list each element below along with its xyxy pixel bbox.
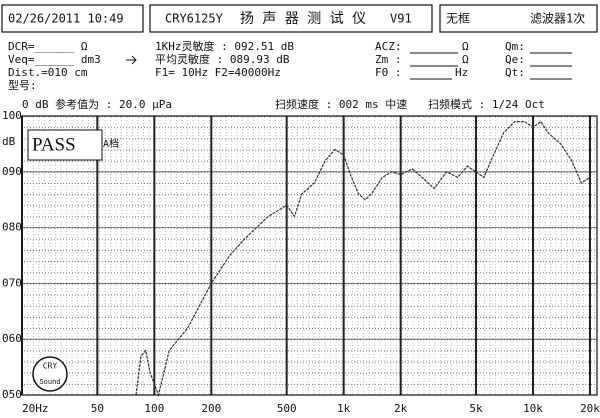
x-tick-label: 100	[144, 402, 164, 415]
dist: Dist.=010 cm	[8, 66, 88, 79]
x-tick-label: 20Hz	[22, 402, 49, 415]
model-no: 型号:	[8, 78, 37, 92]
f0: F0 :	[375, 66, 402, 79]
filter-box	[439, 4, 598, 33]
y-tick-label: 060	[2, 332, 22, 345]
qm: Qm:	[505, 40, 525, 53]
frame-mode: 无框	[446, 12, 470, 26]
x-tick-label: 500	[277, 402, 297, 415]
qt: Qt:	[505, 66, 525, 79]
result-grade: A档	[103, 137, 119, 150]
f0-unit: Hz	[455, 66, 468, 79]
logo-bottom: Sound	[39, 378, 60, 386]
y-label: dB	[2, 135, 16, 148]
sweep-speed: 扫频速度 : 002 ms 中速	[275, 97, 407, 111]
datetime-box	[1, 4, 144, 33]
acz: ACZ:	[375, 40, 402, 53]
model: CRY6125Y	[165, 12, 224, 26]
y-tick-label: 070	[2, 276, 22, 289]
filter: 滤波器1次	[530, 12, 585, 26]
y-tick-label: 080	[2, 221, 22, 234]
sens-1k: 1KHz灵敏度 : 092.51 dB	[155, 39, 294, 53]
sweep-reference: 0 dB 参考值为 : 20.0 μPa	[22, 97, 172, 111]
x-tick-label: 200	[201, 402, 221, 415]
x-tick-label: 2k	[394, 402, 408, 415]
sens-avg: 平均灵敏度 : 089.93 dB	[155, 52, 290, 66]
x-tick-label: 10k	[523, 402, 543, 415]
title-box	[149, 4, 433, 33]
veq: Veq=______ dm3	[8, 53, 101, 66]
x-tick-label: 20k	[580, 402, 600, 415]
freq-range: F1= 10Hz F2=40000Hz	[155, 66, 281, 79]
x-tick-label: 50	[91, 402, 104, 415]
zm: Zm :	[375, 53, 402, 66]
title: 扬 声 器 测 试 仪	[240, 11, 366, 27]
result-box	[27, 129, 103, 161]
logo	[32, 356, 68, 392]
logo-top: CRY	[43, 362, 58, 371]
y-tick-label: 090	[2, 165, 22, 178]
version: V91	[390, 12, 412, 26]
y-tick-label: 050	[2, 388, 22, 401]
acz-unit: Ω	[462, 40, 469, 53]
x-tick-label: 5k	[469, 402, 483, 415]
zm-unit: Ω	[462, 53, 469, 66]
sweep-mode: 扫频模式 : 1/24 Oct	[428, 97, 545, 111]
arrow	[126, 55, 137, 65]
y-tick-label: 100	[2, 109, 22, 122]
plot-frame	[21, 115, 598, 396]
minor-grid-v	[22, 116, 597, 395]
response-curve	[135, 120, 591, 398]
x-tick-label: 1k	[337, 402, 351, 415]
datetime: 02/26/2011 10:49	[8, 12, 124, 26]
result-status: PASS	[32, 134, 76, 155]
dcr: DCR=______ Ω	[8, 40, 88, 53]
blank-lines	[410, 52, 572, 80]
qe: Qe:	[505, 53, 525, 66]
